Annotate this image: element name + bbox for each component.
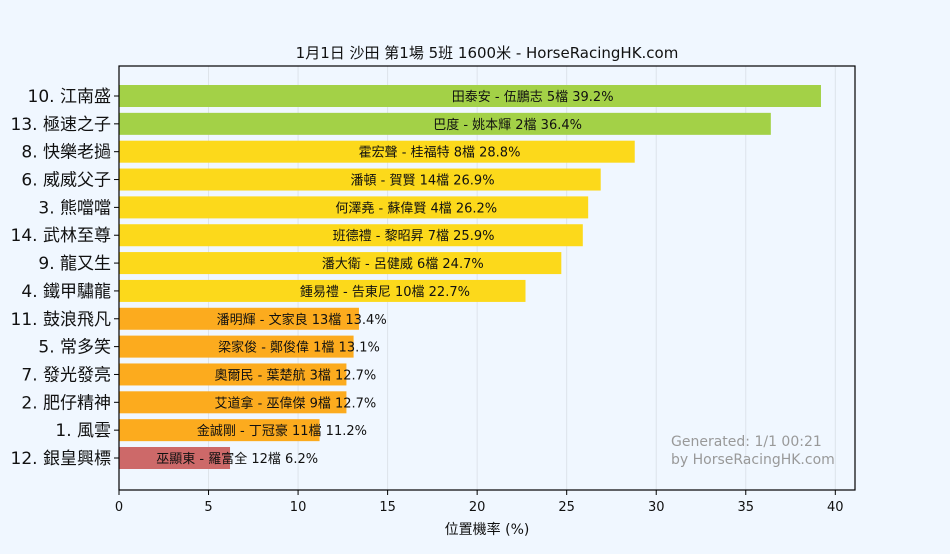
bar-label: 潘大衛 - 呂健威 6檔 24.7% (322, 257, 484, 272)
bar-label: 鍾易禮 - 告東尼 10檔 22.7% (300, 284, 470, 300)
bar (119, 307, 359, 330)
chart-title: 1月1日 沙田 第1場 5班 1600米 - HorseRacingHK.com (296, 44, 679, 62)
x-tick-label: 10 (290, 500, 307, 515)
y-tick-label: 13. 極速之子 (11, 115, 111, 135)
bar (119, 335, 354, 358)
y-tick-label: 1. 風雲 (55, 421, 111, 441)
y-tick-label: 2. 肥仔精神 (21, 393, 111, 413)
y-tick-label: 5. 常多笑 (38, 338, 111, 358)
y-tick-label: 8. 快樂老撾 (21, 143, 111, 163)
y-tick-label: 9. 龍又生 (38, 254, 111, 274)
y-tick-label: 12. 銀皇興標 (11, 449, 111, 469)
bar (119, 112, 771, 135)
x-tick-label: 15 (379, 500, 396, 515)
y-tick-label: 6. 威威父子 (21, 171, 111, 191)
bar (119, 85, 821, 107)
bar-label: 梁家俊 - 鄭俊偉 1檔 13.1% (218, 340, 380, 356)
bar (119, 279, 526, 302)
bar-label: 田泰安 - 伍鵬志 5檔 39.2% (452, 90, 614, 105)
y-tick-label: 3. 熊噹噹 (38, 198, 111, 218)
bar-label: 潘頓 - 賀賢 14檔 26.9% (351, 174, 495, 189)
x-tick-label: 5 (204, 500, 212, 515)
bar (119, 168, 601, 191)
bar-label: 霍宏聲 - 桂福特 8檔 28.8% (359, 145, 521, 161)
bar-label: 班德禮 - 黎昭昇 7檔 25.9% (333, 229, 495, 244)
bar-label: 巫顯東 - 羅富全 12檔 6.2% (156, 451, 318, 467)
bar (119, 363, 347, 386)
x-tick-label: 20 (469, 500, 486, 515)
y-tick-label: 7. 發光發亮 (21, 365, 111, 385)
bar (119, 224, 583, 247)
y-tick-label: 14. 武林至尊 (11, 226, 111, 246)
bar-label: 金誠剛 - 丁冠豪 11檔 11.2% (197, 423, 367, 439)
bar-label: 潘明輝 - 文家良 13檔 13.4% (217, 312, 387, 328)
bar (119, 196, 589, 219)
x-tick-label: 0 (115, 500, 123, 515)
x-tick-label: 35 (737, 500, 754, 515)
bar (119, 391, 347, 414)
bar-label: 巴度 - 姚本輝 2檔 36.4% (433, 117, 582, 133)
y-tick-label: 4. 鐵甲驌龍 (21, 282, 111, 302)
x-tick-label: 30 (648, 500, 665, 515)
x-tick-label: 40 (827, 500, 844, 515)
y-tick-label: 11. 鼓浪飛凡 (11, 310, 111, 330)
bar (119, 447, 231, 469)
y-tick-label: 10. 江南盛 (28, 87, 111, 107)
generated-note: Generated: 1/1 00:21 (671, 434, 822, 450)
bar-label: 何澤堯 - 蘇偉賢 4檔 26.2% (335, 200, 497, 216)
bar (119, 252, 562, 275)
plot-frame (118, 65, 856, 491)
bar (119, 419, 320, 442)
x-tick-label: 25 (558, 500, 575, 515)
credit-note: by HorseRacingHK.com (671, 452, 835, 468)
x-axis-label: 位置機率 (%) (445, 521, 530, 538)
bar-label: 奧爾民 - 葉楚航 3檔 12.7% (214, 367, 376, 383)
bar-label: 艾道拿 - 巫偉傑 9檔 12.7% (214, 395, 376, 411)
bar (119, 140, 635, 163)
